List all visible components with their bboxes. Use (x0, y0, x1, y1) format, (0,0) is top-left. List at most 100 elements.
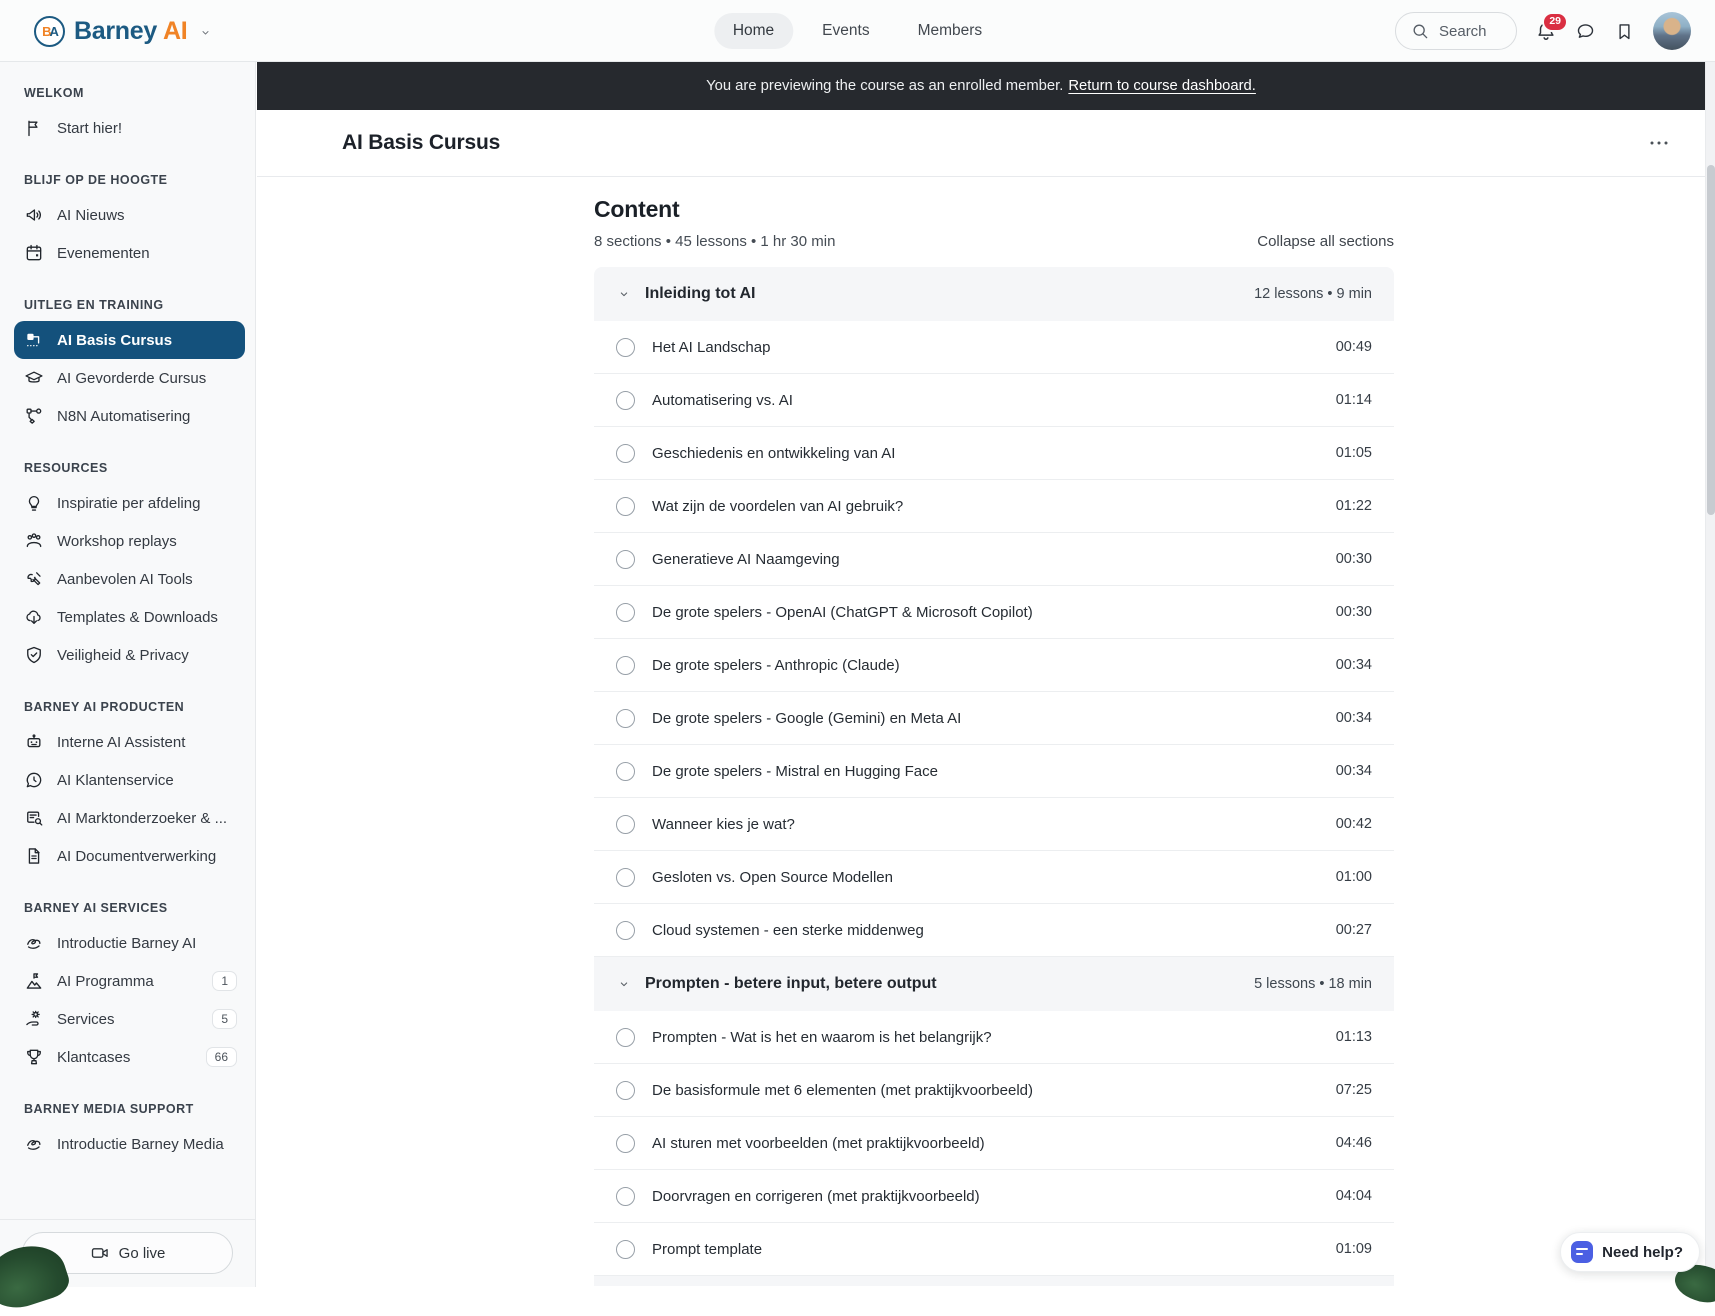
sidebar-item-veiligheid-privacy[interactable]: Veiligheid & Privacy (14, 636, 245, 674)
bookmark-icon (1614, 21, 1635, 42)
lesson-status-icon (616, 761, 635, 781)
section-meta: 5 lessons • 18 min (1254, 976, 1372, 992)
hand-gear-icon (24, 1009, 44, 1029)
sections-list: Inleiding tot AI 12 lessons • 9 min Het AI… (594, 267, 1394, 1286)
sidebar-item-klantcases[interactable]: Klantcases 66 (14, 1038, 245, 1076)
course-icon (24, 330, 44, 350)
section-header-inleiding-tot-ai[interactable]: Inleiding tot AI 12 lessons • 9 min (594, 267, 1394, 321)
messages-button[interactable] (1575, 21, 1596, 42)
lesson-title: Prompten - Wat is het en waarom is het b… (652, 1028, 992, 1046)
lesson-row-automatisering-vs-ai[interactable]: Automatisering vs. AI 01:14 (594, 374, 1394, 427)
sidebar-item-label: N8N Automatisering (57, 407, 191, 425)
notifications-button[interactable]: 29 (1535, 12, 1568, 42)
lesson-duration: 07:25 (1335, 1082, 1372, 1098)
lesson-title: De grote spelers - OpenAI (ChatGPT & Mic… (652, 603, 1033, 621)
return-dashboard-link[interactable]: Return to course dashboard. (1068, 78, 1256, 94)
content-heading: Content (594, 196, 680, 222)
lesson-row-prompten-wat-is-het-en-waarom-is-het-belangrijk[interactable]: Prompten - Wat is het en waarom is het b… (594, 1011, 1394, 1064)
sidebar-item-label: AI Basis Cursus (57, 331, 173, 349)
nav-tab-home[interactable]: Home (713, 12, 794, 49)
search-label: Search (1439, 22, 1487, 40)
bookmarks-button[interactable] (1614, 21, 1635, 42)
nav-tab-members[interactable]: Members (917, 21, 983, 39)
sidebar-item-services[interactable]: Services 5 (14, 1000, 245, 1038)
sidebar-item-n8n-automatisering[interactable]: N8N Automatisering (14, 397, 245, 435)
notifications-badge: 29 (1542, 12, 1568, 32)
sidebar-item-introductie-barney-ai[interactable]: Introductie Barney AI (14, 924, 245, 962)
sidebar-item-badge: 5 (212, 1009, 237, 1029)
sidebar-item-label: AI Programma (57, 972, 154, 990)
handshake-icon (24, 933, 44, 953)
sidebar-section-label: RESOURCES (24, 461, 108, 475)
lesson-duration: 04:46 (1335, 1135, 1372, 1151)
lesson-row-generatieve-ai-naamgeving[interactable]: Generatieve AI Naamgeving 00:30 (594, 533, 1394, 586)
lesson-duration: 01:05 (1335, 445, 1372, 461)
section-header-prompten-betere-input-betere-output[interactable]: Prompten - betere input, betere output 5 … (594, 957, 1394, 1011)
nav-tab-events[interactable]: Events (822, 21, 870, 39)
chevron-down-icon (198, 25, 213, 40)
lesson-row-cloud-systemen-een-sterke-middenweg[interactable]: Cloud systemen - een sterke middenweg 00:… (594, 904, 1394, 957)
lesson-title: Doorvragen en corrigeren (met praktijkvo… (652, 1187, 980, 1205)
lesson-row-gesloten-vs-open-source-modellen[interactable]: Gesloten vs. Open Source Modellen 01:00 (594, 851, 1394, 904)
lesson-title: Prompt template (652, 1240, 763, 1258)
sidebar-item-label: Services (57, 1010, 115, 1028)
section-title: Inleiding tot AI (645, 285, 756, 302)
need-help-button[interactable]: Need help? (1560, 1232, 1700, 1272)
lesson-row-de-grote-spelers-google-gemini-en-meta-ai[interactable]: De grote spelers - Google (Gemini) en Me… (594, 692, 1394, 745)
sidebar-item-label: AI Documentverwerking (57, 847, 217, 865)
sidebar-item-evenementen[interactable]: Evenementen (14, 234, 245, 272)
lesson-duration: 00:34 (1335, 710, 1372, 726)
cloud-download-icon (24, 607, 44, 627)
sidebar-section-label: BLIJF OP DE HOOGTE (24, 173, 168, 187)
sidebar-item-ai-gevorderde-cursus[interactable]: AI Gevorderde Cursus (14, 359, 245, 397)
lesson-row-geschiedenis-en-ontwikkeling-van-ai[interactable]: Geschiedenis en ontwikkeling van AI 01:05 (594, 427, 1394, 480)
lesson-title: Automatisering vs. AI (652, 391, 793, 409)
lesson-row-de-grote-spelers-mistral-en-hugging-face[interactable]: De grote spelers - Mistral en Hugging Fa… (594, 745, 1394, 798)
collapse-all-sections-link[interactable]: Collapse all sections (1257, 233, 1394, 250)
sidebar-item-ai-programma[interactable]: AI Programma 1 (14, 962, 245, 1000)
lesson-title: Het AI Landschap (652, 338, 771, 356)
robot-icon (24, 732, 44, 752)
lesson-duration: 00:30 (1335, 604, 1372, 620)
lesson-row-ai-sturen-met-voorbeelden-met-praktijkvoorbeeld[interactable]: AI sturen met voorbeelden (met praktijkv… (594, 1117, 1394, 1170)
sidebar-item-ai-basis-cursus[interactable]: AI Basis Cursus (14, 321, 245, 359)
sidebar-item-interne-ai-assistent[interactable]: Interne AI Assistent (14, 723, 245, 761)
header-actions: Search 29 (1395, 0, 1691, 62)
people-icon (24, 531, 44, 551)
sidebar-item-ai-nieuws[interactable]: AI Nieuws (14, 196, 245, 234)
lesson-duration: 00:34 (1335, 763, 1372, 779)
lesson-row-prompt-template[interactable]: Prompt template 01:09 (594, 1223, 1394, 1276)
course-options-button[interactable] (1643, 127, 1675, 159)
lesson-status-icon (616, 1239, 635, 1259)
sidebar-item-aanbevolen-ai-tools[interactable]: Aanbevolen AI Tools (14, 560, 245, 598)
lesson-row-wat-zijn-de-voordelen-van-ai-gebruik[interactable]: Wat zijn de voordelen van AI gebruik? 01:… (594, 480, 1394, 533)
sidebar-item-ai-marktonderzoeker[interactable]: AI Marktonderzoeker & ... (14, 799, 245, 837)
sidebar-item-templates-downloads[interactable]: Templates & Downloads (14, 598, 245, 636)
search-button[interactable]: Search (1395, 12, 1517, 50)
lesson-row-het-ai-landschap[interactable]: Het AI Landschap 00:49 (594, 321, 1394, 374)
sidebar-item-introductie-barney-media[interactable]: Introductie Barney Media (14, 1125, 245, 1163)
sidebar-section-barney-ai-producten: BARNEY AI PRODUCTEN Interne AI Assistent A… (0, 700, 255, 875)
lesson-row-de-grote-spelers-openai-chatgpt-microsoft-copilot[interactable]: De grote spelers - OpenAI (ChatGPT & Mic… (594, 586, 1394, 639)
sidebar-item-badge: 1 (212, 971, 237, 991)
lesson-row-de-basisformule-met-6-elementen-met-praktijkvoorbeeld[interactable]: De basisformule met 6 elementen (met pra… (594, 1064, 1394, 1117)
sidebar-item-label: Interne AI Assistent (57, 733, 186, 751)
sidebar-item-label: Aanbevolen AI Tools (57, 570, 193, 588)
lesson-row-de-grote-spelers-anthropic-claude[interactable]: De grote spelers - Anthropic (Claude) 00:… (594, 639, 1394, 692)
lesson-title: Wat zijn de voordelen van AI gebruik? (652, 497, 904, 515)
sidebar-item-ai-documentverwerking[interactable]: AI Documentverwerking (14, 837, 245, 875)
lesson-status-icon (616, 867, 635, 887)
sidebar-item-workshop-replays[interactable]: Workshop replays (14, 522, 245, 560)
scrollbar-thumb[interactable] (1707, 165, 1715, 515)
lightbulb-icon (24, 493, 44, 513)
sidebar-item-label: AI Gevorderde Cursus (57, 369, 207, 387)
lesson-row-wanneer-kies-je-wat[interactable]: Wanneer kies je wat? 00:42 (594, 798, 1394, 851)
sidebar-item-ai-klantenservice[interactable]: AI Klantenservice (14, 761, 245, 799)
section-header-partial (594, 1276, 1394, 1286)
lesson-row-doorvragen-en-corrigeren-met-praktijkvoorbeeld[interactable]: Doorvragen en corrigeren (met praktijkvo… (594, 1170, 1394, 1223)
sidebar-item-inspiratie-per-afdeling[interactable]: Inspiratie per afdeling (14, 484, 245, 522)
lesson-title: Geschiedenis en ontwikkeling van AI (652, 444, 896, 462)
user-avatar[interactable] (1653, 12, 1691, 50)
sidebar-item-start-hier[interactable]: Start hier! (14, 109, 245, 147)
